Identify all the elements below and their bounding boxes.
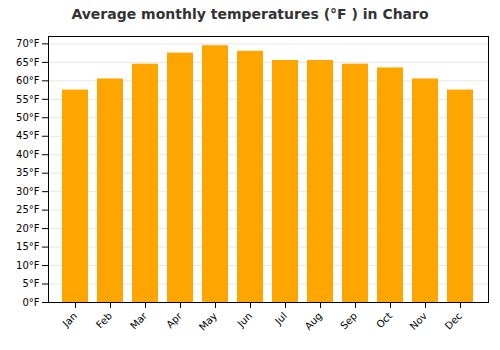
svg-text:Jul: Jul [272,310,289,327]
svg-text:35°F: 35°F [16,167,40,178]
svg-text:45°F: 45°F [16,130,40,141]
svg-text:30°F: 30°F [16,186,40,197]
html-text:Average monthly temperatures (: Average monthly temperatures (°F ) in Ch… [71,6,429,22]
svg-text:70°F: 70°F [16,38,40,49]
svg-text:0°F: 0°F [22,297,39,308]
svg-text:10°F: 10°F [16,260,40,271]
svg-text:Apr: Apr [164,310,185,331]
svg-text:Jan: Jan [60,310,79,329]
svg-text:Nov: Nov [408,310,430,332]
svg-text:20°F: 20°F [16,223,40,234]
svg-text:50°F: 50°F [16,112,40,123]
svg-text:Jun: Jun [235,310,255,330]
svg-text:60°F: 60°F [16,75,40,86]
svg-text:Oct: Oct [374,310,394,330]
svg-text:Feb: Feb [94,310,114,330]
svg-text:25°F: 25°F [16,204,40,215]
svg-text:65°F: 65°F [16,57,40,68]
svg-text:5°F: 5°F [22,278,39,289]
svg-text:Dec: Dec [443,310,464,331]
svg-text:55°F: 55°F [16,94,40,105]
svg-text:40°F: 40°F [16,149,40,160]
svg-text:Aug: Aug [303,310,325,332]
svg-text:15°F: 15°F [16,241,40,252]
svg-text:Mar: Mar [128,310,150,332]
svg-text:May: May [197,310,219,332]
svg-text:Sep: Sep [338,310,359,331]
